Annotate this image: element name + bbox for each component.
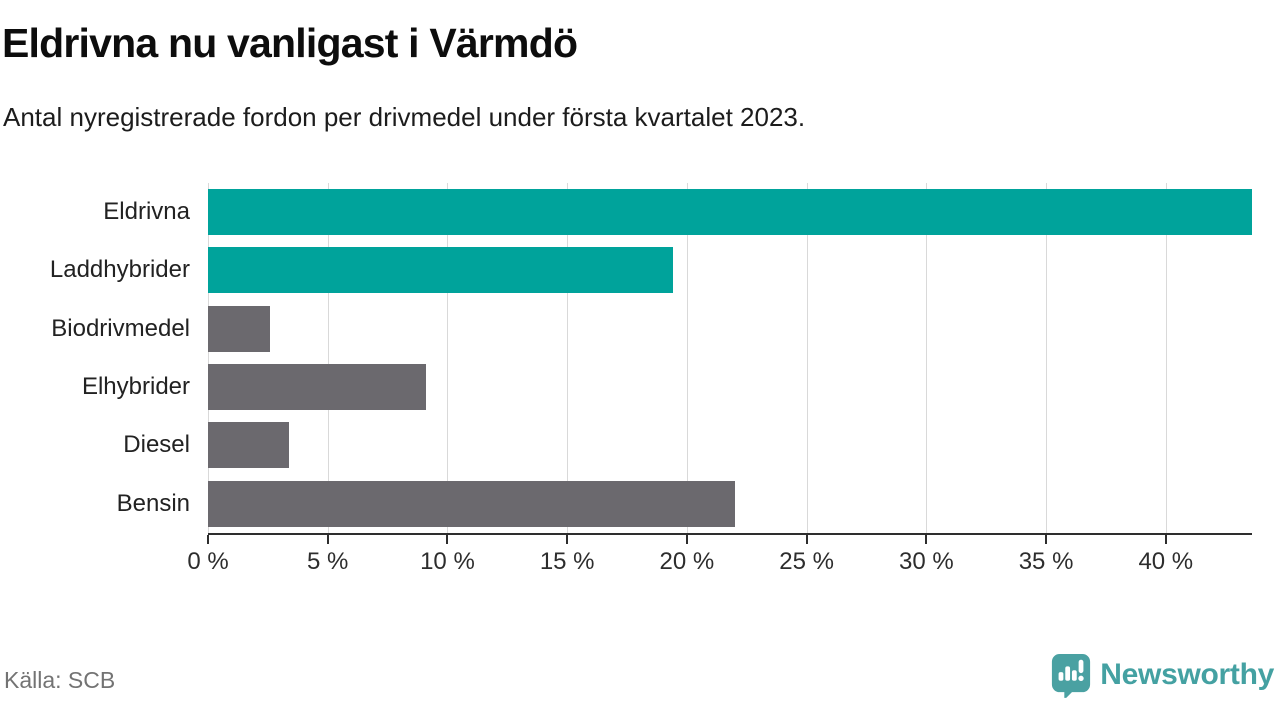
newsworthy-logo-icon	[1050, 652, 1092, 698]
bar-eldrivna	[208, 189, 1252, 235]
axis-tick	[326, 535, 329, 544]
axis-tick-label: 35 %	[1018, 548, 1074, 575]
axis-tick	[566, 535, 569, 544]
plot-area	[208, 183, 1252, 535]
source-caption: Källa: SCB	[4, 667, 116, 693]
bar-bensin	[208, 480, 735, 527]
category-label: Bensin	[116, 489, 190, 517]
axis-tick-label: 30 %	[898, 548, 954, 575]
axis-tick-label: 25 %	[779, 548, 834, 575]
axis-tick-label: 10 %	[420, 548, 475, 575]
axis-tick	[446, 535, 449, 544]
category-label: Diesel	[123, 431, 190, 459]
axis-tick	[207, 535, 209, 544]
axis-tick	[1045, 535, 1048, 544]
axis-tick-label: 15 %	[539, 548, 595, 575]
gridline	[567, 183, 569, 533]
bar-laddhybrider	[208, 247, 673, 294]
axis-tick-label: 40 %	[1138, 548, 1194, 575]
axis-tick-label: 5 %	[307, 548, 349, 575]
category-label: Eldrivna	[103, 198, 190, 225]
gridline	[1046, 183, 1048, 533]
axis-tick	[685, 535, 688, 544]
axis-tick	[1164, 535, 1167, 544]
gridline	[686, 183, 688, 533]
chart-subtitle: Antal nyregistrerade fordon per drivmede…	[3, 102, 806, 132]
gridline	[806, 183, 808, 533]
category-label: Laddhybrider	[49, 256, 190, 284]
axis-tick-label: 0 %	[187, 548, 229, 575]
axis-tick	[805, 535, 808, 544]
gridline	[208, 183, 209, 533]
brand-link[interactable]: Newsworthy	[1050, 650, 1274, 700]
gridline	[447, 183, 449, 533]
brand-name: Newsworthy	[1100, 658, 1274, 691]
chart-title: Eldrivna nu vanligast i Värmdö	[2, 20, 578, 66]
axis-tick-label: 20 %	[659, 548, 715, 575]
category-label: Elhybrider	[81, 373, 190, 400]
gridline	[327, 183, 329, 533]
gridline	[1165, 183, 1167, 533]
bar-diesel	[208, 422, 290, 469]
category-label: Biodrivmedel	[51, 314, 190, 342]
bar-elhybrider	[208, 364, 426, 410]
axis-tick	[925, 535, 928, 544]
gridline	[926, 183, 928, 533]
bar-biodrivmedel	[208, 305, 271, 352]
